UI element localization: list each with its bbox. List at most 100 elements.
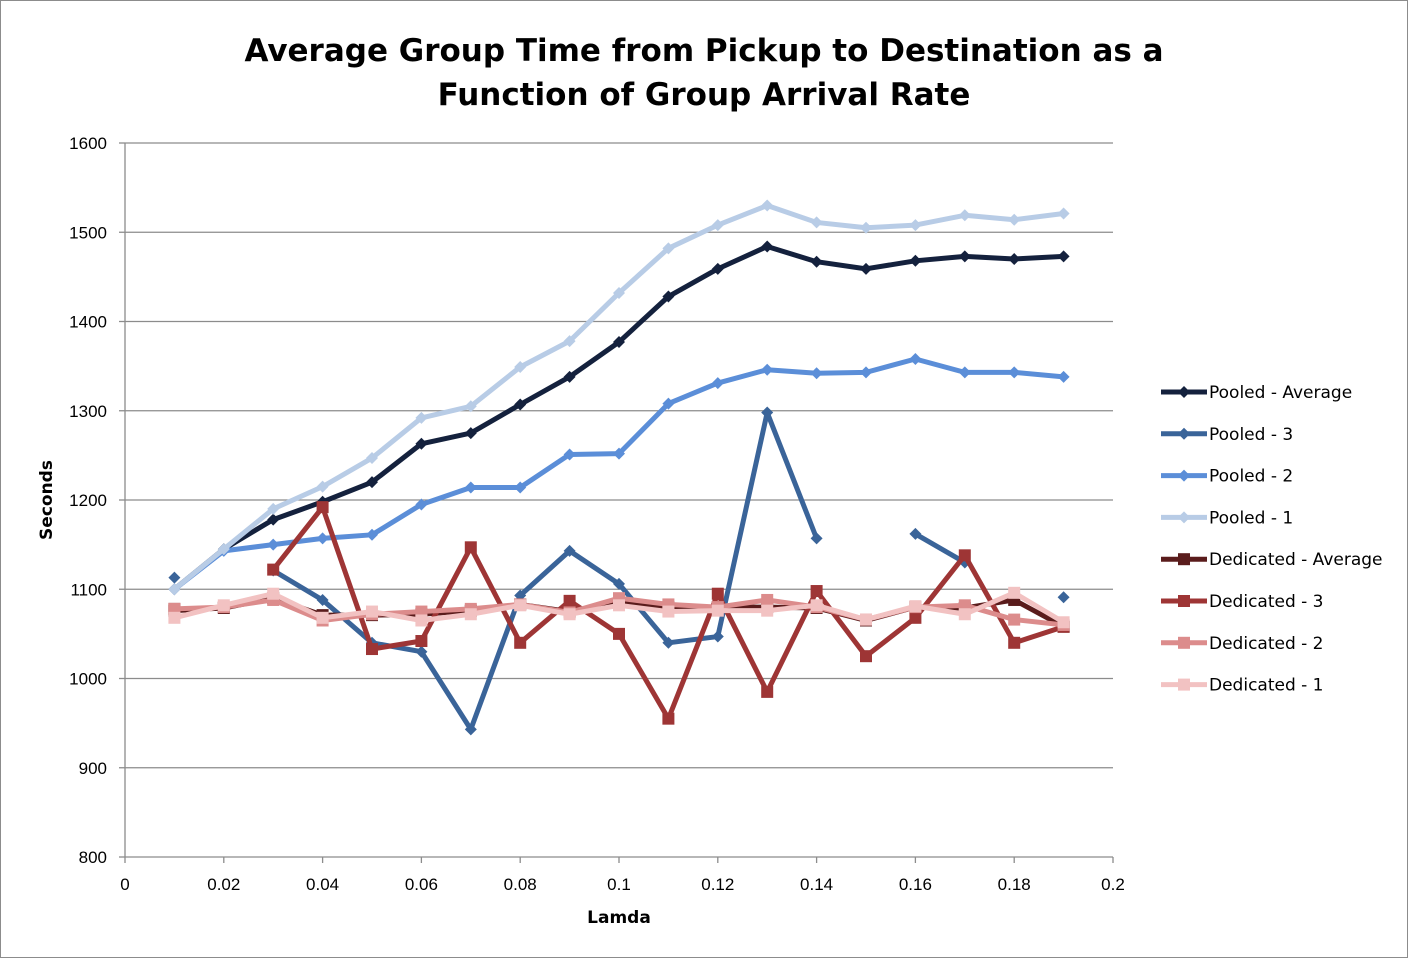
series-line-pooled-1	[172, 202, 1064, 592]
data-point-pooled-1	[711, 219, 724, 232]
data-point-pooled-1	[1008, 213, 1021, 226]
data-point-pooled-average	[366, 476, 378, 489]
legend-label: Pooled - 3	[1209, 425, 1293, 445]
data-point-dedicated-1	[464, 608, 477, 621]
legend-swatch-marker	[1178, 595, 1190, 607]
data-point-dedicated-1	[958, 608, 971, 621]
legend-label: Dedicated - 3	[1209, 592, 1324, 612]
data-point-pooled-3	[662, 636, 675, 649]
y-tick-label: 900	[79, 759, 107, 778]
series-layer	[168, 199, 1070, 736]
data-point-pooled-average	[514, 398, 527, 411]
data-point-pooled-1	[662, 242, 675, 255]
data-point-pooled-average	[1008, 253, 1021, 266]
legend-label: Dedicated - Average	[1209, 550, 1383, 570]
data-point-pooled-average	[662, 290, 675, 303]
data-point-dedicated-1	[1057, 616, 1070, 629]
data-point-dedicated-1	[366, 605, 378, 618]
series-dedicated-1	[168, 586, 1070, 629]
data-point-dedicated-1	[514, 599, 527, 612]
data-point-dedicated-1	[415, 614, 428, 627]
data-point-pooled-2	[366, 528, 378, 541]
legend-swatch-marker	[1178, 636, 1190, 649]
data-point-pooled-2	[415, 498, 428, 511]
data-point-pooled-3	[1057, 591, 1070, 604]
axes	[119, 142, 1114, 863]
data-point-pooled-2	[514, 481, 527, 494]
data-point-pooled-3	[316, 593, 329, 606]
y-tick-label: 1100	[70, 580, 107, 599]
data-point-pooled-1	[267, 502, 280, 515]
data-point-pooled-2	[563, 448, 576, 461]
data-point-pooled-2	[810, 367, 823, 380]
data-point-pooled-1	[1057, 207, 1070, 220]
data-point-pooled-average	[563, 370, 576, 383]
data-point-pooled-average	[958, 250, 971, 263]
legend-swatch-marker	[1178, 427, 1190, 440]
data-point-pooled-1	[761, 199, 774, 212]
x-tick-label: 0	[120, 875, 129, 894]
data-point-dedicated-1	[267, 587, 280, 600]
data-point-dedicated-3	[366, 643, 378, 656]
data-point-pooled-average	[860, 262, 872, 275]
y-tick-label: 1400	[69, 313, 107, 332]
data-point-dedicated-3	[662, 712, 675, 725]
data-point-dedicated-1	[168, 611, 181, 624]
data-point-pooled-1	[909, 219, 922, 232]
chart-title-line-2: Function of Group Arrival Rate	[438, 77, 971, 113]
data-point-dedicated-3	[1008, 636, 1021, 649]
data-point-pooled-average	[613, 336, 625, 349]
data-point-pooled-1	[958, 209, 971, 222]
legend-item-pooled-2: Pooled - 2	[1161, 467, 1293, 487]
legend-swatch-marker	[1178, 511, 1190, 524]
x-tick-label: 0.2	[1101, 875, 1125, 894]
data-point-dedicated-3	[464, 541, 477, 554]
y-tick-label: 1600	[69, 134, 107, 153]
data-point-dedicated-3	[909, 611, 922, 624]
data-point-pooled-average	[711, 262, 724, 275]
data-point-pooled-average	[267, 513, 280, 526]
data-point-dedicated-3	[958, 549, 971, 562]
y-tick-labels: 800 900 1000 1100 1200 1300 1400 1500 1600	[69, 134, 107, 867]
x-tick-label: 0.16	[899, 875, 932, 894]
data-point-pooled-3	[761, 406, 774, 419]
data-point-pooled-average	[909, 254, 922, 267]
series-line-pooled-3	[271, 410, 819, 732]
series-pooled-2	[168, 352, 1070, 596]
data-point-pooled-1	[415, 411, 428, 424]
legend-swatch-marker	[1178, 553, 1190, 566]
data-point-pooled-2	[316, 532, 329, 545]
data-point-dedicated-3	[711, 587, 724, 600]
x-tick-label: 0.04	[306, 875, 339, 894]
data-point-pooled-1	[464, 400, 477, 413]
data-point-dedicated-1	[711, 604, 724, 617]
data-point-pooled-2	[958, 366, 971, 379]
legend-label: Pooled - 1	[1209, 508, 1293, 528]
data-point-pooled-average	[761, 240, 774, 253]
series-line-pooled-3	[914, 531, 967, 565]
data-point-dedicated-1	[217, 599, 230, 612]
data-point-dedicated-1	[1008, 586, 1021, 599]
data-point-pooled-average	[464, 427, 477, 440]
data-point-pooled-1	[217, 543, 230, 556]
x-axis-label: Lamda	[587, 908, 651, 928]
y-tick-label: 800	[79, 848, 107, 867]
data-point-pooled-average	[415, 437, 428, 450]
data-point-pooled-1	[810, 216, 823, 229]
legend: Pooled - Average Pooled - 3 Pooled - 2 Pool…	[1161, 383, 1383, 696]
data-point-dedicated-1	[810, 599, 823, 612]
series-pooled-1	[168, 199, 1070, 596]
data-point-pooled-2	[464, 481, 477, 494]
legend-item-dedicated-3: Dedicated - 3	[1161, 592, 1324, 612]
x-tick-labels: 0 0.02 0.04 0.06 0.08 0.1 0.12 0.14 0.16 0.18 0.2	[120, 875, 1125, 894]
data-point-dedicated-3	[415, 635, 428, 648]
data-point-pooled-2	[267, 538, 280, 551]
data-point-pooled-2	[1057, 370, 1070, 383]
data-point-pooled-1	[366, 452, 378, 465]
legend-item-dedicated-2: Dedicated - 2	[1161, 634, 1324, 654]
data-point-pooled-1	[613, 286, 625, 299]
series-dedicated-3	[168, 501, 1070, 725]
y-axis-label: Seconds	[37, 460, 57, 540]
data-point-pooled-3	[810, 532, 823, 545]
